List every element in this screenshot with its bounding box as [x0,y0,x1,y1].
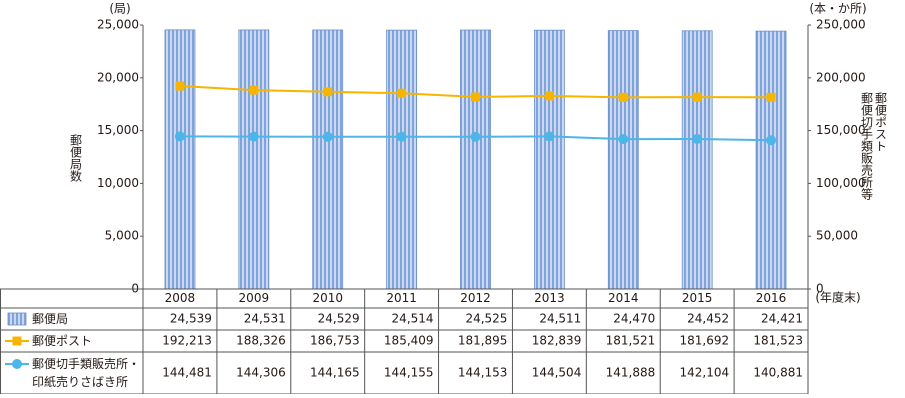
table-value: 24,452 [687,312,729,326]
x-tick-label: 2010 [312,291,343,305]
table-value: 185,409 [384,334,434,348]
table-value: 24,511 [539,312,581,326]
table-value: 182,839 [532,334,582,348]
table-value: 24,421 [761,312,803,326]
marker [323,87,333,97]
table-value: 181,521 [606,334,656,348]
legend-label: 郵便局 [32,312,69,326]
bar [607,30,639,290]
y2-axis-label: 郵便ポスト [874,92,888,152]
legend-marker [12,336,22,346]
y-axis-label: 郵便局数 [69,134,83,183]
table-value: 192,213 [162,334,212,348]
marker [692,133,703,144]
legend-marker [12,359,22,369]
legend-label-box: 郵便局 [32,312,69,326]
y2-axis-label: 郵便切手類販売所等 [860,92,874,200]
bar [460,29,491,290]
x-tick-label: 2008 [165,291,196,305]
table-value: 181,692 [679,334,729,348]
y2-tick-label: 0 [816,282,824,296]
y2-tick-label: 50,000 [816,229,858,243]
x-tick-label: 2016 [756,291,787,305]
marker [322,131,333,142]
bar [755,30,787,290]
table-value: 24,525 [465,312,507,326]
x-tick-label: 2013 [534,291,565,305]
marker [544,91,554,101]
marker [175,81,185,91]
table-value: 181,895 [458,334,508,348]
legend-label: 郵便ポスト [32,334,93,348]
x-tick-label: 2011 [386,291,417,305]
bar [386,29,418,290]
y-tick-label: 10,000 [97,176,139,190]
marker [692,92,702,102]
y2-unit: (本・か所) [809,2,866,16]
x-tick-label: 2009 [239,291,270,305]
marker [174,131,185,142]
marker [470,131,481,142]
table-value: 144,481 [162,366,212,380]
bar [312,29,344,290]
marker [618,134,629,145]
y-tick-label: 15,000 [97,123,139,137]
bar [533,29,565,290]
bar [681,30,713,290]
legend-swatch [7,312,27,326]
y-unit: (局) [109,2,130,16]
y-tick-label: 25,000 [97,18,139,32]
x-unit: (年度末) [815,290,860,305]
marker [249,85,259,95]
bar [164,29,196,290]
table-value: 144,306 [236,366,286,380]
table-value: 24,539 [170,312,212,326]
marker [396,131,407,142]
x-tick-label: 2015 [682,291,713,305]
y2-tick-label: 150,000 [816,123,866,137]
table-value: 144,155 [384,366,434,380]
y2-tick-label: 200,000 [816,70,866,84]
table-value: 24,514 [392,312,434,326]
marker [397,88,407,98]
table-value: 142,104 [679,366,729,380]
table-value: 24,470 [613,312,655,326]
table-value: 140,881 [753,366,803,380]
bar [238,29,270,290]
table-value: 144,153 [458,366,508,380]
marker [618,92,628,102]
legend-label-box: 郵便切手類販売所・印紙売りさばき所 [32,357,141,389]
y-tick-label: 20,000 [97,70,139,84]
table-value: 144,504 [532,366,582,380]
table-value: 144,165 [310,366,360,380]
y2-tick-label: 100,000 [816,176,866,190]
marker [766,135,777,146]
table-value: 188,326 [236,334,286,348]
marker [544,131,555,142]
legend-label: 郵便切手類販売所・印紙売りさばき所 [32,357,141,389]
table-value: 186,753 [310,334,360,348]
x-tick-label: 2012 [460,291,491,305]
table-value: 141,888 [606,366,656,380]
legend-label-box: 郵便ポスト [32,334,93,348]
marker [766,92,776,102]
y-tick-label: 5,000 [105,229,139,243]
table-value: 24,529 [318,312,360,326]
y2-tick-label: 250,000 [816,18,866,32]
x-tick-label: 2014 [608,291,639,305]
table-value: 181,523 [753,334,803,348]
table-value: 24,531 [244,312,286,326]
marker [248,131,259,142]
marker [471,92,480,102]
